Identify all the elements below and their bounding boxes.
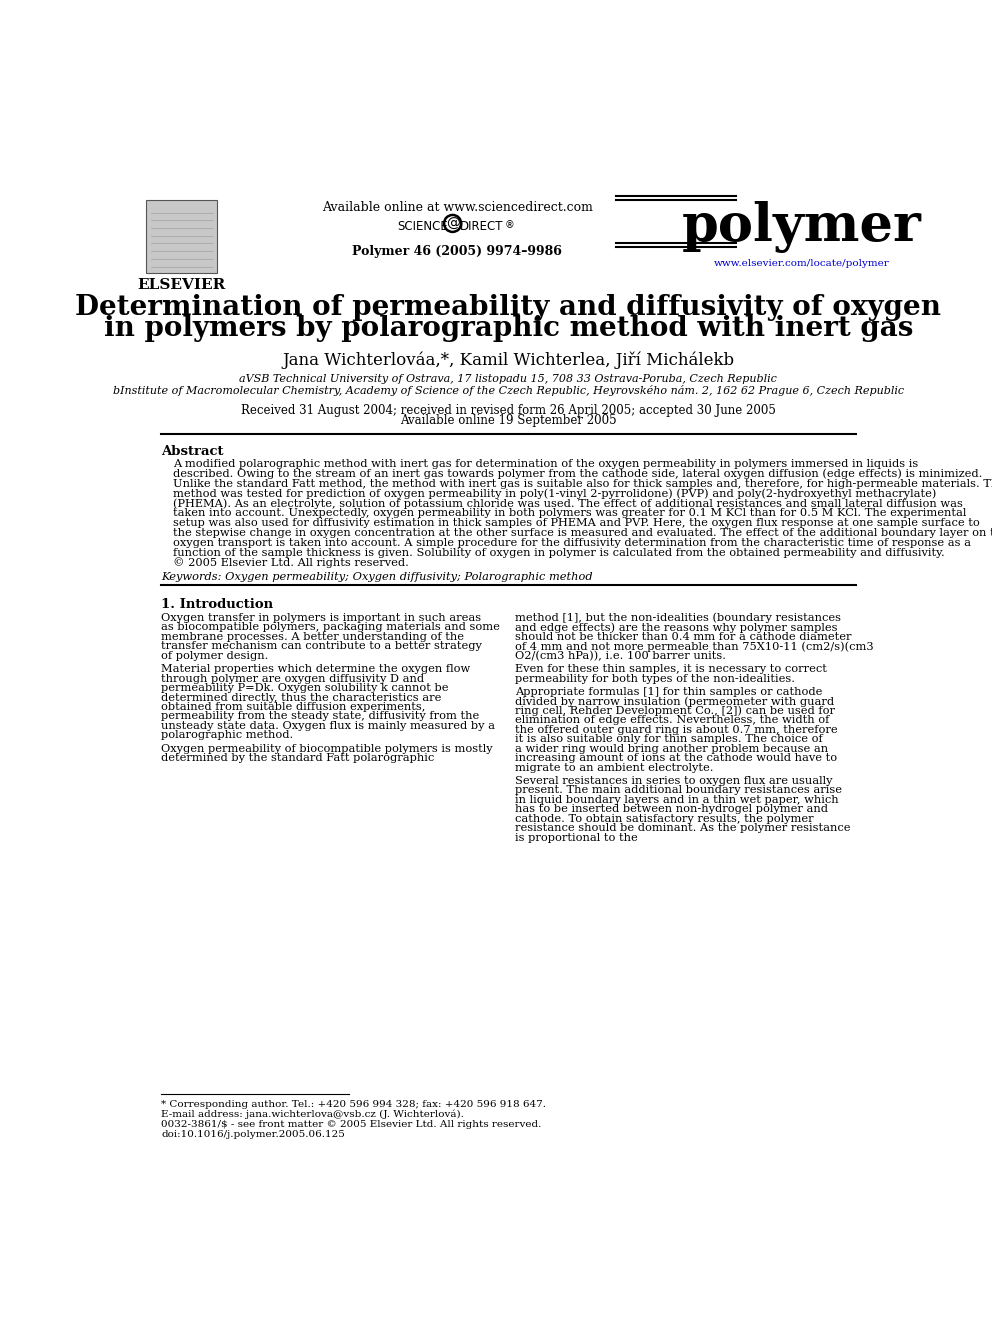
Text: described. Owing to the stream of an inert gas towards polymer from the cathode : described. Owing to the stream of an ine…	[173, 468, 982, 479]
Text: ring cell, Rehder Development Co., [2]) can be used for: ring cell, Rehder Development Co., [2]) …	[515, 706, 834, 717]
Text: and edge effects) are the reasons why polymer samples: and edge effects) are the reasons why po…	[515, 622, 837, 632]
Text: a wider ring would bring another problem because an: a wider ring would bring another problem…	[515, 744, 827, 754]
Text: Available online 19 September 2005: Available online 19 September 2005	[400, 414, 617, 427]
Text: present. The main additional boundary resistances arise: present. The main additional boundary re…	[515, 786, 841, 795]
Text: Oxygen permeability of biocompatible polymers is mostly: Oxygen permeability of biocompatible pol…	[161, 744, 493, 754]
Text: Jana Wichterlováa,*, Kamil Wichterlea, Jiří Michálekb: Jana Wichterlováa,*, Kamil Wichterlea, J…	[283, 352, 734, 369]
Text: permeability for both types of the non-idealities.: permeability for both types of the non-i…	[515, 673, 795, 684]
Text: (PHEMA). As an electrolyte, solution of potassium chloride was used. The effect : (PHEMA). As an electrolyte, solution of …	[173, 499, 962, 509]
Text: as biocompatible polymers, packaging materials and some: as biocompatible polymers, packaging mat…	[161, 622, 500, 632]
Text: cathode. To obtain satisfactory results, the polymer: cathode. To obtain satisfactory results,…	[515, 814, 813, 824]
Text: has to be inserted between non-hydrogel polymer and: has to be inserted between non-hydrogel …	[515, 804, 827, 815]
Text: A modified polarographic method with inert gas for determination of the oxygen p: A modified polarographic method with ine…	[173, 459, 918, 470]
Text: DIRECT: DIRECT	[460, 221, 504, 233]
Text: Even for these thin samples, it is necessary to correct: Even for these thin samples, it is neces…	[515, 664, 826, 675]
Text: the stepwise change in oxygen concentration at the other surface is measured and: the stepwise change in oxygen concentrat…	[173, 528, 992, 538]
Text: method [1], but the non-idealities (boundary resistances: method [1], but the non-idealities (boun…	[515, 613, 840, 623]
Text: Appropriate formulas [1] for thin samples or cathode: Appropriate formulas [1] for thin sample…	[515, 687, 822, 697]
Text: O2/(cm3 hPa)), i.e. 100 barrer units.: O2/(cm3 hPa)), i.e. 100 barrer units.	[515, 651, 725, 662]
Text: it is also suitable only for thin samples. The choice of: it is also suitable only for thin sample…	[515, 734, 822, 745]
Text: Oxygen transfer in polymers is important in such areas: Oxygen transfer in polymers is important…	[161, 613, 481, 623]
Text: migrate to an ambient electrolyte.: migrate to an ambient electrolyte.	[515, 762, 713, 773]
Text: * Corresponding author. Tel.: +420 596 994 328; fax: +420 596 918 647.: * Corresponding author. Tel.: +420 596 9…	[161, 1101, 547, 1110]
Text: Determination of permeability and diffusivity of oxygen: Determination of permeability and diffus…	[75, 294, 941, 320]
Text: polymer: polymer	[682, 201, 922, 253]
Text: in liquid boundary layers and in a thin wet paper, which: in liquid boundary layers and in a thin …	[515, 795, 838, 804]
Text: permeability P=Dk. Oxygen solubility k cannot be: permeability P=Dk. Oxygen solubility k c…	[161, 683, 448, 693]
Text: through polymer are oxygen diffusivity D and: through polymer are oxygen diffusivity D…	[161, 673, 425, 684]
Text: taken into account. Unexpectedly, oxygen permeability in both polymers was great: taken into account. Unexpectedly, oxygen…	[173, 508, 966, 519]
Text: method was tested for prediction of oxygen permeability in poly(1-vinyl 2-pyrrol: method was tested for prediction of oxyg…	[173, 488, 936, 499]
Text: Material properties which determine the oxygen flow: Material properties which determine the …	[161, 664, 470, 675]
Bar	[146, 200, 217, 273]
Text: increasing amount of ions at the cathode would have to: increasing amount of ions at the cathode…	[515, 753, 836, 763]
Text: determined by the standard Fatt polarographic: determined by the standard Fatt polarogr…	[161, 753, 434, 763]
Text: divided by narrow insulation (permeometer with guard: divided by narrow insulation (permeomete…	[515, 696, 833, 706]
Text: the offered outer guard ring is about 0.7 mm, therefore: the offered outer guard ring is about 0.…	[515, 725, 837, 734]
Text: doi:10.1016/j.polymer.2005.06.125: doi:10.1016/j.polymer.2005.06.125	[161, 1130, 345, 1139]
Text: elimination of edge effects. Nevertheless, the width of: elimination of edge effects. Nevertheles…	[515, 716, 829, 725]
Text: E-mail address: jana.wichterlova@vsb.cz (J. Wichterlová).: E-mail address: jana.wichterlova@vsb.cz …	[161, 1110, 464, 1119]
Text: oxygen transport is taken into account. A simple procedure for the diffusivity d: oxygen transport is taken into account. …	[173, 538, 971, 548]
Text: unsteady state data. Oxygen flux is mainly measured by a: unsteady state data. Oxygen flux is main…	[161, 721, 495, 730]
Text: should not be thicker than 0.4 mm for a cathode diameter: should not be thicker than 0.4 mm for a …	[515, 632, 851, 642]
Text: of polymer design.: of polymer design.	[161, 651, 269, 660]
Text: Available online at www.sciencedirect.com: Available online at www.sciencedirect.co…	[321, 201, 592, 214]
Text: ELSEVIER: ELSEVIER	[137, 278, 225, 292]
Text: www.elsevier.com/locate/polymer: www.elsevier.com/locate/polymer	[714, 259, 890, 267]
Text: SCIENCE: SCIENCE	[397, 221, 447, 233]
Text: determined directly, thus the characteristics are: determined directly, thus the characteri…	[161, 692, 441, 703]
Text: 1. Introduction: 1. Introduction	[161, 598, 274, 610]
Text: function of the sample thickness is given. Solubility of oxygen in polymer is ca: function of the sample thickness is give…	[173, 548, 944, 558]
Text: Received 31 August 2004; received in revised form 26 April 2005; accepted 30 Jun: Received 31 August 2004; received in rev…	[241, 404, 776, 417]
Text: permeability from the steady state, diffusivity from the: permeability from the steady state, diff…	[161, 712, 479, 721]
Text: transfer mechanism can contribute to a better strategy: transfer mechanism can contribute to a b…	[161, 642, 482, 651]
Text: is proportional to the: is proportional to the	[515, 832, 637, 843]
Text: aVSB Technical University of Ostrava, 17 listopadu 15, 708 33 Ostrava-Poruba, Cz: aVSB Technical University of Ostrava, 17…	[239, 374, 778, 385]
Text: 0032-3861/$ - see front matter © 2005 Elsevier Ltd. All rights reserved.: 0032-3861/$ - see front matter © 2005 El…	[161, 1121, 542, 1130]
Text: bInstitute of Macromolecular Chemistry, Academy of Science of the Czech Republic: bInstitute of Macromolecular Chemistry, …	[113, 385, 904, 396]
Text: in polymers by polarographic method with inert gas: in polymers by polarographic method with…	[104, 315, 913, 343]
Text: resistance should be dominant. As the polymer resistance: resistance should be dominant. As the po…	[515, 823, 850, 833]
Text: obtained from suitable diffusion experiments,: obtained from suitable diffusion experim…	[161, 703, 426, 712]
Text: Abstract: Abstract	[161, 446, 224, 458]
Text: polarographic method.: polarographic method.	[161, 730, 294, 741]
Text: Unlike the standard Fatt method, the method with inert gas is suitable also for : Unlike the standard Fatt method, the met…	[173, 479, 992, 488]
Text: Several resistances in series to oxygen flux are usually: Several resistances in series to oxygen …	[515, 777, 832, 786]
Text: membrane processes. A better understanding of the: membrane processes. A better understandi…	[161, 632, 464, 642]
Text: setup was also used for diffusivity estimation in thick samples of PHEMA and PVP: setup was also used for diffusivity esti…	[173, 519, 979, 528]
Text: ®: ®	[504, 221, 514, 230]
Text: of 4 mm and not more permeable than 75X10-11 (cm2/s)(cm3: of 4 mm and not more permeable than 75X1…	[515, 642, 873, 652]
Text: @: @	[445, 217, 459, 230]
Text: Keywords: Oxygen permeability; Oxygen diffusivity; Polarographic method: Keywords: Oxygen permeability; Oxygen di…	[161, 572, 593, 582]
Text: Polymer 46 (2005) 9974–9986: Polymer 46 (2005) 9974–9986	[352, 245, 562, 258]
Text: © 2005 Elsevier Ltd. All rights reserved.: © 2005 Elsevier Ltd. All rights reserved…	[173, 557, 409, 569]
